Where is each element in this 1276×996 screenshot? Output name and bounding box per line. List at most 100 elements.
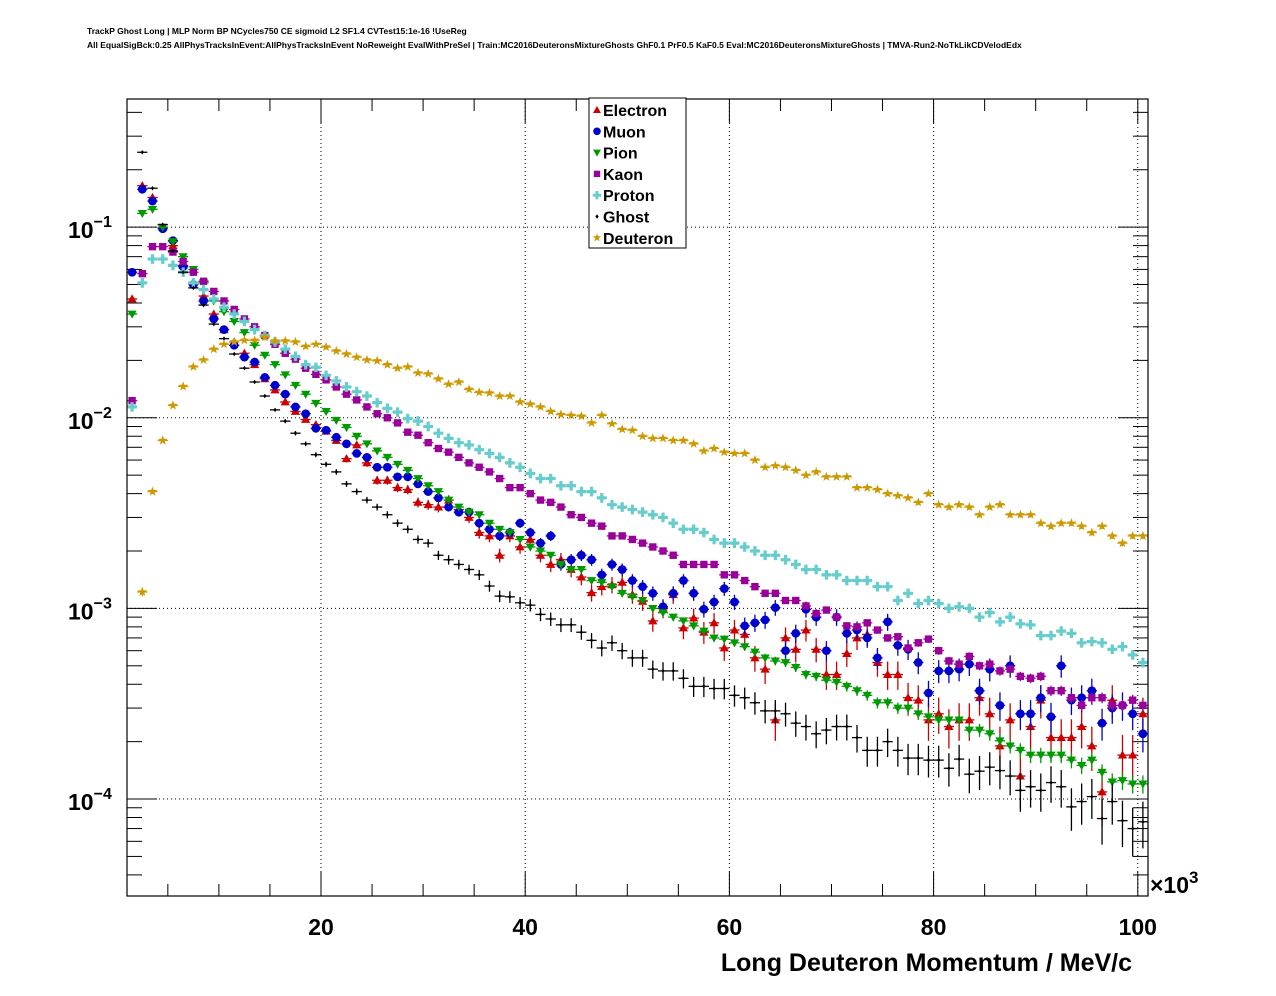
data-point-deuteron — [708, 443, 720, 453]
marker-dot — [824, 727, 829, 733]
marker-cross — [157, 254, 168, 264]
data-point-kaon — [647, 543, 658, 551]
marker-cross — [719, 538, 730, 548]
data-point-deuteron — [831, 471, 842, 481]
data-point-pion — [341, 423, 352, 433]
data-point-ghost — [943, 753, 955, 787]
data-point-ghost — [310, 452, 321, 458]
marker-triangle-up — [811, 644, 821, 653]
marker-triangle-down — [893, 704, 903, 713]
marker-triangle-up — [392, 483, 403, 492]
marker-triangle-up — [648, 616, 658, 625]
marker-square — [547, 498, 555, 507]
data-point-muon — [229, 340, 240, 350]
data-point-ghost — [637, 649, 648, 667]
data-point-muon — [770, 600, 781, 616]
y-tick-label: 10−1 — [68, 214, 112, 243]
marker-dot — [620, 648, 624, 653]
marker-cross — [729, 538, 740, 548]
data-point-ghost — [1005, 760, 1016, 796]
marker-triangle-down — [1056, 751, 1066, 760]
marker-triangle-up — [1128, 750, 1138, 759]
data-point-deuteron — [1015, 509, 1026, 519]
marker-dot — [947, 766, 951, 771]
marker-dot — [344, 481, 349, 487]
data-point-muon — [606, 558, 618, 571]
marker-square — [485, 468, 494, 476]
data-point-deuteron — [1076, 521, 1087, 531]
data-point-electron — [800, 619, 812, 642]
marker-triangle-down — [760, 654, 770, 663]
marker-cross — [1097, 637, 1107, 648]
marker-dot — [232, 351, 236, 357]
data-point-pion — [627, 593, 638, 602]
marker-triangle-up — [842, 648, 852, 657]
y-tick-label-base: 10 — [68, 408, 94, 434]
legend-marker-square — [593, 170, 601, 178]
data-point-proton — [463, 440, 475, 450]
data-point-ghost — [229, 351, 240, 357]
data-point-muon — [320, 425, 332, 435]
data-point-ghost — [320, 461, 332, 467]
data-point-electron — [882, 661, 893, 690]
marker-square — [628, 535, 637, 544]
data-point-deuteron — [423, 368, 434, 378]
data-point-kaon — [341, 390, 352, 398]
data-point-deuteron — [198, 354, 209, 365]
data-point-pion — [994, 734, 1006, 749]
data-point-proton — [1066, 628, 1077, 639]
data-point-ghost — [668, 662, 679, 681]
data-point-deuteron — [474, 387, 485, 397]
marker-square — [434, 444, 443, 453]
data-point-deuteron — [933, 499, 944, 509]
data-point-ghost — [423, 538, 434, 548]
data-point-pion — [617, 589, 628, 598]
marker-triangle-down — [780, 659, 791, 668]
marker-dot — [610, 640, 614, 646]
marker-triangle-up — [791, 644, 801, 653]
marker-dot — [559, 622, 563, 628]
marker-star — [423, 368, 433, 378]
marker-triangle-down — [301, 390, 311, 399]
marker-star — [1056, 518, 1066, 528]
marker-triangle-down — [372, 447, 382, 456]
data-point-ghost — [698, 676, 709, 698]
legend-marker-dot — [595, 214, 599, 219]
data-point-deuteron — [576, 411, 587, 421]
data-point-deuteron — [688, 438, 699, 448]
marker-circle — [607, 560, 617, 569]
marker-circle — [822, 646, 831, 656]
data-point-kaon — [627, 535, 638, 544]
data-point-muon — [300, 409, 311, 419]
marker-square — [761, 589, 769, 597]
marker-circle — [444, 502, 453, 512]
data-point-muon — [392, 472, 403, 482]
data-point-pion — [382, 453, 393, 462]
data-point-kaon — [606, 532, 618, 540]
axis-ticks — [127, 99, 1148, 896]
data-point-proton — [770, 550, 781, 561]
data-point-pion — [811, 671, 822, 682]
data-point-proton — [719, 538, 730, 548]
data-point-muon — [882, 613, 893, 631]
marker-dot — [324, 462, 328, 467]
marker-triangle-up — [913, 695, 923, 704]
marker-dot — [426, 540, 430, 546]
marker-square — [138, 269, 146, 278]
data-point-ghost — [208, 321, 219, 327]
data-point-electron — [402, 484, 413, 495]
marker-circle — [638, 582, 647, 592]
data-point-deuteron — [137, 586, 148, 597]
data-point-kaon — [596, 522, 607, 530]
data-point-proton — [1096, 637, 1108, 648]
marker-cross — [453, 437, 464, 448]
data-point-deuteron — [586, 417, 597, 427]
marker-cross — [750, 546, 760, 556]
data-point-ghost — [1025, 770, 1036, 808]
marker-circle — [352, 449, 362, 458]
marker-triangle-down — [1087, 756, 1097, 765]
data-point-ghost — [1117, 800, 1128, 848]
marker-star — [688, 438, 699, 448]
marker-circle — [791, 628, 801, 638]
marker-cross — [382, 403, 393, 414]
